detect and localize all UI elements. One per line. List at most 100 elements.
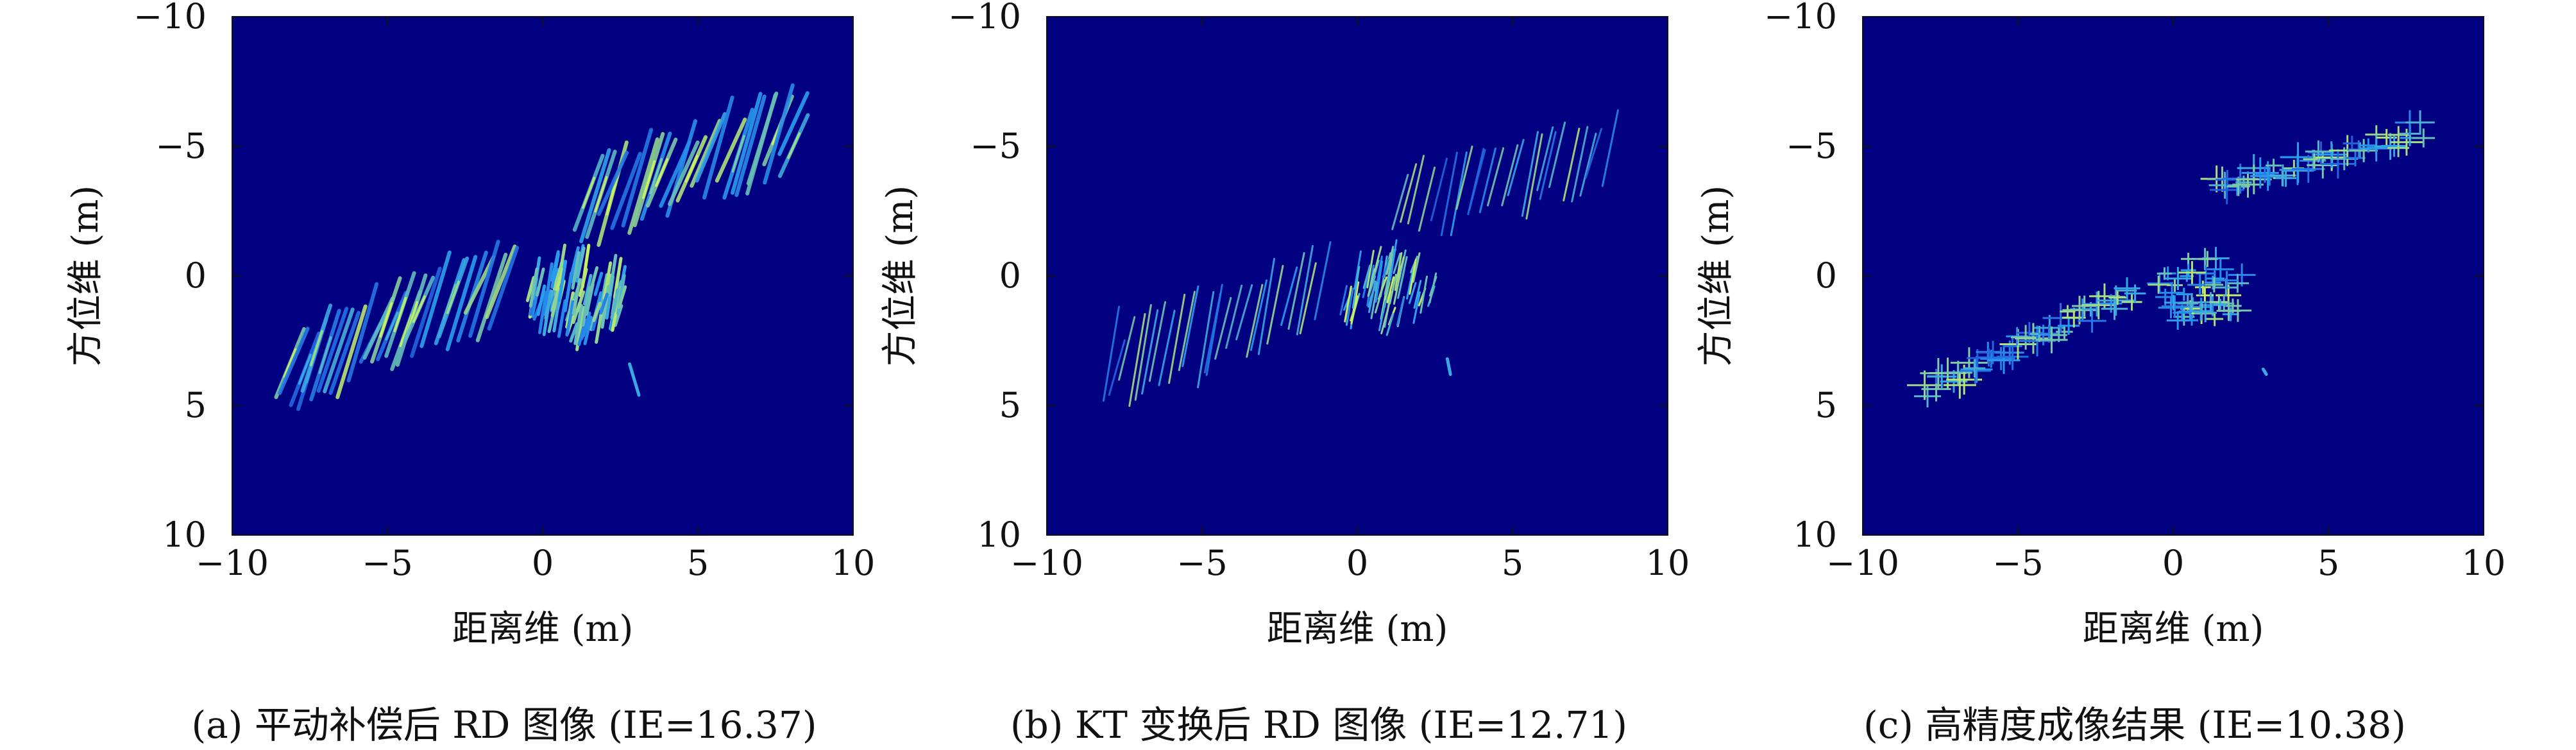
- streak-line: [1225, 284, 1243, 349]
- streak-line: [1299, 262, 1317, 335]
- cluster-mark: [1366, 250, 1375, 289]
- cluster-mark: [1380, 309, 1389, 335]
- streak-line: [484, 244, 517, 320]
- streak-line: [1486, 147, 1505, 207]
- streak-line: [1468, 149, 1486, 211]
- x-axis-label: 距离维 (m): [2083, 608, 2264, 650]
- cluster-mark: [1385, 313, 1394, 336]
- y-tick-label: −5: [970, 126, 1021, 166]
- cluster-mark: [557, 259, 568, 303]
- cluster-mark: [529, 267, 539, 308]
- cluster-mark: [1396, 256, 1405, 282]
- streak-line: [1108, 339, 1126, 396]
- streak-line: [1521, 131, 1539, 217]
- x-tick-label: 10: [831, 543, 876, 583]
- streak-line: [1280, 266, 1298, 327]
- cluster-mark: [610, 288, 620, 320]
- cluster-mark: [563, 271, 573, 312]
- x-tick-label: 0: [2162, 543, 2184, 583]
- streak-line: [1235, 284, 1253, 341]
- y-tick-label: 0: [999, 255, 1021, 296]
- streak-core: [393, 296, 407, 332]
- cluster-mark: [1367, 268, 1376, 297]
- streak-line: [1178, 291, 1196, 371]
- streak-line: [1205, 284, 1223, 377]
- streak-line: [1450, 151, 1468, 237]
- cluster-mark: [555, 268, 565, 291]
- cluster-mark: [581, 286, 591, 327]
- streak-line: [419, 250, 452, 348]
- streak-line: [1214, 296, 1232, 360]
- streak-core: [385, 311, 399, 341]
- cluster-mark: [1428, 272, 1437, 304]
- streak-line: [1168, 293, 1186, 384]
- x-tick-label: 5: [2318, 543, 2339, 583]
- cluster-mark: [575, 290, 586, 313]
- x-axis-label: 距离维 (m): [1267, 608, 1448, 650]
- streak-line: [1182, 285, 1199, 368]
- cluster-mark: [592, 302, 602, 323]
- streak-core: [309, 330, 323, 367]
- cluster-mark: [1362, 264, 1371, 289]
- streak-line: [410, 266, 442, 358]
- streak-core: [379, 302, 393, 338]
- streak-line: [1563, 127, 1580, 202]
- streak-line: [1507, 139, 1525, 196]
- streak-line: [777, 91, 809, 157]
- cluster-mark: [1397, 268, 1405, 299]
- isolated-streak: [628, 362, 641, 397]
- streak-line: [1501, 144, 1519, 207]
- streak-line: [1400, 163, 1418, 223]
- streak-line: [1584, 128, 1603, 179]
- streak-core: [642, 160, 656, 200]
- cluster-mark: [613, 257, 623, 299]
- y-tick-label: 5: [999, 385, 1021, 425]
- y-tick-label: −10: [1764, 0, 1837, 37]
- cluster-mark: [583, 316, 593, 345]
- streak-line: [1418, 166, 1436, 232]
- streak-line: [278, 327, 310, 395]
- cluster-mark: [1409, 259, 1417, 295]
- y-tick-label: −10: [948, 0, 1021, 37]
- x-tick-label: 0: [532, 543, 554, 583]
- streak-line: [690, 119, 722, 188]
- cluster-mark: [1370, 282, 1379, 320]
- streak-core: [655, 158, 669, 187]
- y-axis-label: 方位维 (m): [65, 185, 106, 367]
- y-tick-label: 10: [162, 515, 207, 555]
- chart-panel-1: −10 −10 −5 −5 0 0 5 5 10 10 距离维 (m) 方位维 (m) (a) 平动补偿…: [65, 0, 875, 747]
- streak-line: [1287, 251, 1305, 330]
- streak-core: [582, 176, 596, 209]
- cluster-mark: [581, 311, 591, 337]
- cluster-mark: [569, 322, 579, 343]
- streak-line: [1250, 279, 1268, 352]
- streak-line: [1579, 132, 1597, 197]
- streak-line: [610, 151, 642, 230]
- cluster-mark: [589, 266, 599, 293]
- streak-core: [446, 280, 460, 314]
- cluster-mark: [536, 284, 547, 316]
- streak-line: [668, 140, 700, 207]
- streak-line: [1128, 312, 1146, 407]
- cluster-mark: [572, 278, 582, 316]
- heatmap-marks: [1102, 109, 1619, 407]
- streak-line: [1246, 284, 1264, 358]
- streak-line: [335, 304, 368, 400]
- y-tick-label: 10: [977, 515, 1021, 555]
- streak-line: [627, 137, 659, 235]
- streak-line: [445, 255, 478, 352]
- cluster-mark: [1419, 275, 1428, 314]
- cluster-mark: [557, 299, 567, 338]
- streak-line: [323, 307, 355, 394]
- y-tick-label: 5: [1815, 385, 1837, 425]
- streak-core: [283, 348, 297, 379]
- cluster-mark: [1382, 258, 1391, 278]
- chart-panel-2: −10 −10 −5 −5 0 0 5 5 10 10 距离维 (m) 方位维 (m) (b) KT 变…: [879, 0, 1690, 747]
- streak-line: [487, 246, 520, 331]
- x-tick-label: 10: [2462, 543, 2506, 583]
- streak-line: [1548, 121, 1566, 189]
- streak-line: [1148, 301, 1167, 382]
- cluster-mark: [525, 276, 536, 302]
- streak-line: [1266, 264, 1284, 345]
- streak-line: [1314, 241, 1332, 321]
